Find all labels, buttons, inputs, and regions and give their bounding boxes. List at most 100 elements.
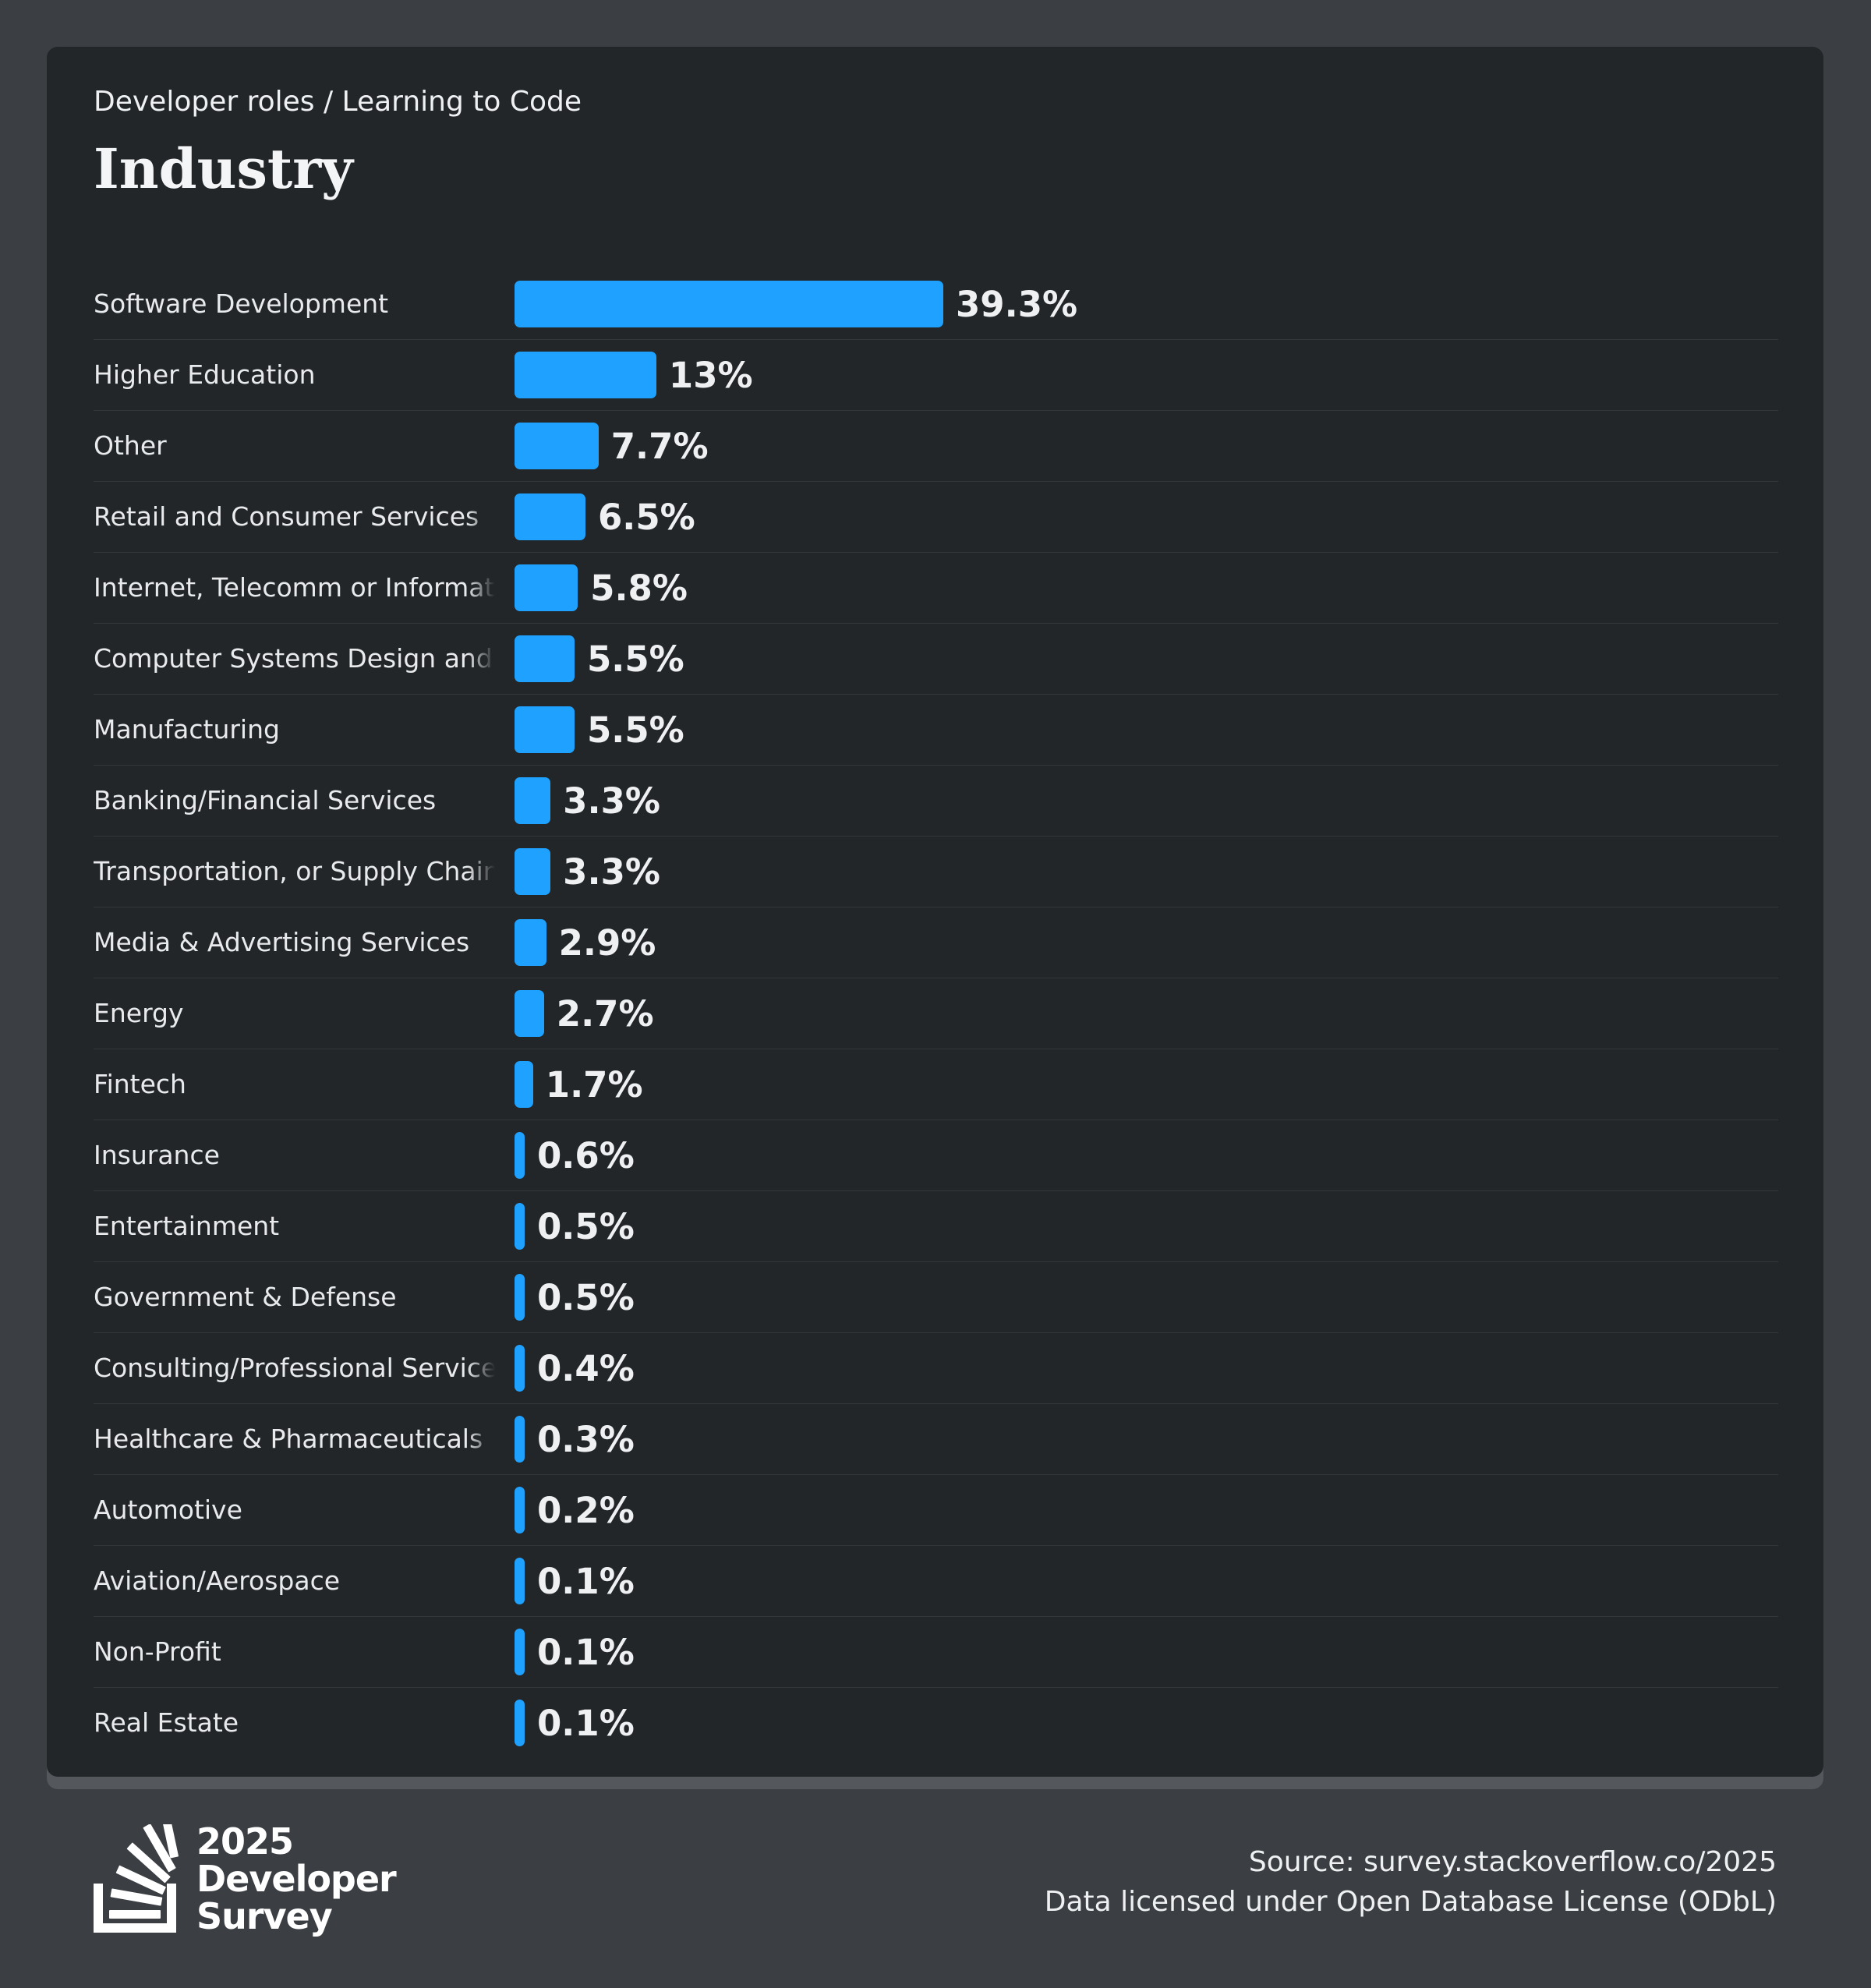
value-label: 0.6% (537, 1134, 635, 1176)
chart-row: Transportation, or Supply Chain 3.3% (94, 837, 1778, 907)
bar (515, 1203, 525, 1250)
chart-row: Real Estate 0.1% (94, 1688, 1778, 1758)
chart-title: Industry (94, 136, 353, 201)
chart-row: Manufacturing 5.5% (94, 695, 1778, 766)
logo-line1: Developer (196, 1858, 397, 1900)
value-label: 1.7% (545, 1063, 643, 1105)
category-label: Media & Advertising Services (94, 927, 470, 957)
category-label: Transportation, or Supply Chain (94, 856, 495, 886)
value-label: 0.5% (537, 1276, 635, 1318)
value-label: 0.1% (537, 1702, 635, 1744)
value-label: 5.5% (586, 638, 684, 680)
bar-wrap: 0.6% (515, 1120, 635, 1190)
chart-row: Healthcare & Pharmaceuticals 0.3% (94, 1404, 1778, 1475)
survey-logo-text: 2025 Developer Survey (196, 1820, 397, 1937)
category-label: Government & Defense (94, 1282, 397, 1312)
logo-year: 2025 (196, 1820, 294, 1862)
bar (515, 635, 575, 682)
bar (515, 352, 656, 398)
stack-overflow-logo-icon (94, 1824, 179, 1933)
bar-wrap: 0.4% (515, 1333, 635, 1403)
chart-row: Automotive 0.2% (94, 1475, 1778, 1546)
bar (515, 990, 544, 1037)
category-label: Higher Education (94, 359, 316, 390)
chart-row: Computer Systems Design and Services 5.5% (94, 624, 1778, 695)
bar-wrap: 3.3% (515, 837, 660, 907)
chart-row: Software Development 39.3% (94, 269, 1778, 340)
value-label: 3.3% (563, 851, 660, 893)
bar (515, 1274, 525, 1321)
chart-row: Media & Advertising Services 2.9% (94, 907, 1778, 978)
value-label: 0.5% (537, 1205, 635, 1247)
value-label: 3.3% (563, 780, 660, 822)
source-link[interactable]: Source: survey.stackoverflow.co/2025 (1248, 1846, 1777, 1878)
bar-wrap: 0.2% (515, 1475, 635, 1545)
bar (515, 1629, 525, 1675)
chart-row: Fintech 1.7% (94, 1049, 1778, 1120)
chart-row: Government & Defense 0.5% (94, 1262, 1778, 1333)
category-label: Insurance (94, 1140, 220, 1170)
bar-wrap: 3.3% (515, 766, 660, 836)
category-label: Automotive (94, 1495, 242, 1525)
logo-line2: Survey (196, 1895, 333, 1937)
category-label: Non-Profit (94, 1636, 221, 1667)
bar (515, 1132, 525, 1179)
value-label: 5.5% (586, 709, 684, 751)
chart-row: Energy 2.7% (94, 978, 1778, 1049)
category-label: Healthcare & Pharmaceuticals (94, 1424, 483, 1454)
bar-wrap: 0.5% (515, 1262, 635, 1332)
bar (515, 848, 551, 895)
bar-chart: Software Development 39.3% Higher Educatio… (94, 269, 1778, 1758)
bar (515, 1416, 525, 1463)
category-label: Banking/Financial Services (94, 785, 437, 815)
bar (515, 281, 943, 327)
category-label: Consulting/Professional Services (94, 1353, 495, 1383)
category-label: Computer Systems Design and Services (94, 643, 495, 674)
bar (515, 493, 585, 540)
category-label: Retail and Consumer Services (94, 501, 479, 532)
bar (515, 919, 546, 966)
bar-wrap: 6.5% (515, 482, 695, 552)
category-label: Manufacturing (94, 714, 280, 745)
value-label: 0.1% (537, 1631, 635, 1673)
chart-card: Developer roles / Learning to Code Indus… (47, 47, 1823, 1777)
bar-wrap: 13% (515, 340, 753, 410)
bar-wrap: 5.5% (515, 695, 684, 765)
value-label: 39.3% (956, 283, 1078, 325)
value-label: 0.1% (537, 1560, 635, 1602)
bar (515, 706, 575, 753)
category-label: Entertainment (94, 1211, 280, 1241)
value-label: 0.3% (537, 1418, 635, 1460)
value-label: 0.2% (537, 1489, 635, 1531)
bar (515, 1487, 525, 1533)
bar-wrap: 5.5% (515, 624, 684, 694)
bar (515, 1345, 525, 1392)
source-note: Source: survey.stackoverflow.co/2025 Dat… (1045, 1842, 1777, 1922)
bar-wrap: 0.3% (515, 1404, 635, 1474)
category-label: Software Development (94, 288, 389, 319)
chart-row: Aviation/Aerospace 0.1% (94, 1546, 1778, 1617)
bar-wrap: 0.1% (515, 1617, 635, 1687)
bar-wrap: 0.5% (515, 1191, 635, 1261)
bar-wrap: 0.1% (515, 1688, 635, 1758)
value-label: 2.9% (558, 921, 656, 964)
value-label: 6.5% (597, 496, 695, 538)
category-label: Fintech (94, 1069, 186, 1099)
bar (515, 423, 599, 469)
chart-row: Higher Education 13% (94, 340, 1778, 411)
value-label: 0.4% (537, 1347, 635, 1389)
bar (515, 1558, 525, 1604)
chart-row: Other 7.7% (94, 411, 1778, 482)
chart-row: Retail and Consumer Services 6.5% (94, 482, 1778, 553)
breadcrumb: Developer roles / Learning to Code (94, 86, 582, 118)
license-text: Data licensed under Open Database Licens… (1044, 1886, 1777, 1918)
category-label: Other (94, 430, 167, 461)
chart-row: Consulting/Professional Services 0.4% (94, 1333, 1778, 1404)
bar-wrap: 1.7% (515, 1049, 643, 1120)
bar-wrap: 0.1% (515, 1546, 635, 1616)
bar-wrap: 39.3% (515, 269, 1077, 339)
bar-wrap: 2.9% (515, 907, 656, 978)
bar (515, 1061, 533, 1108)
value-label: 7.7% (610, 425, 709, 467)
value-label: 13% (668, 354, 753, 396)
